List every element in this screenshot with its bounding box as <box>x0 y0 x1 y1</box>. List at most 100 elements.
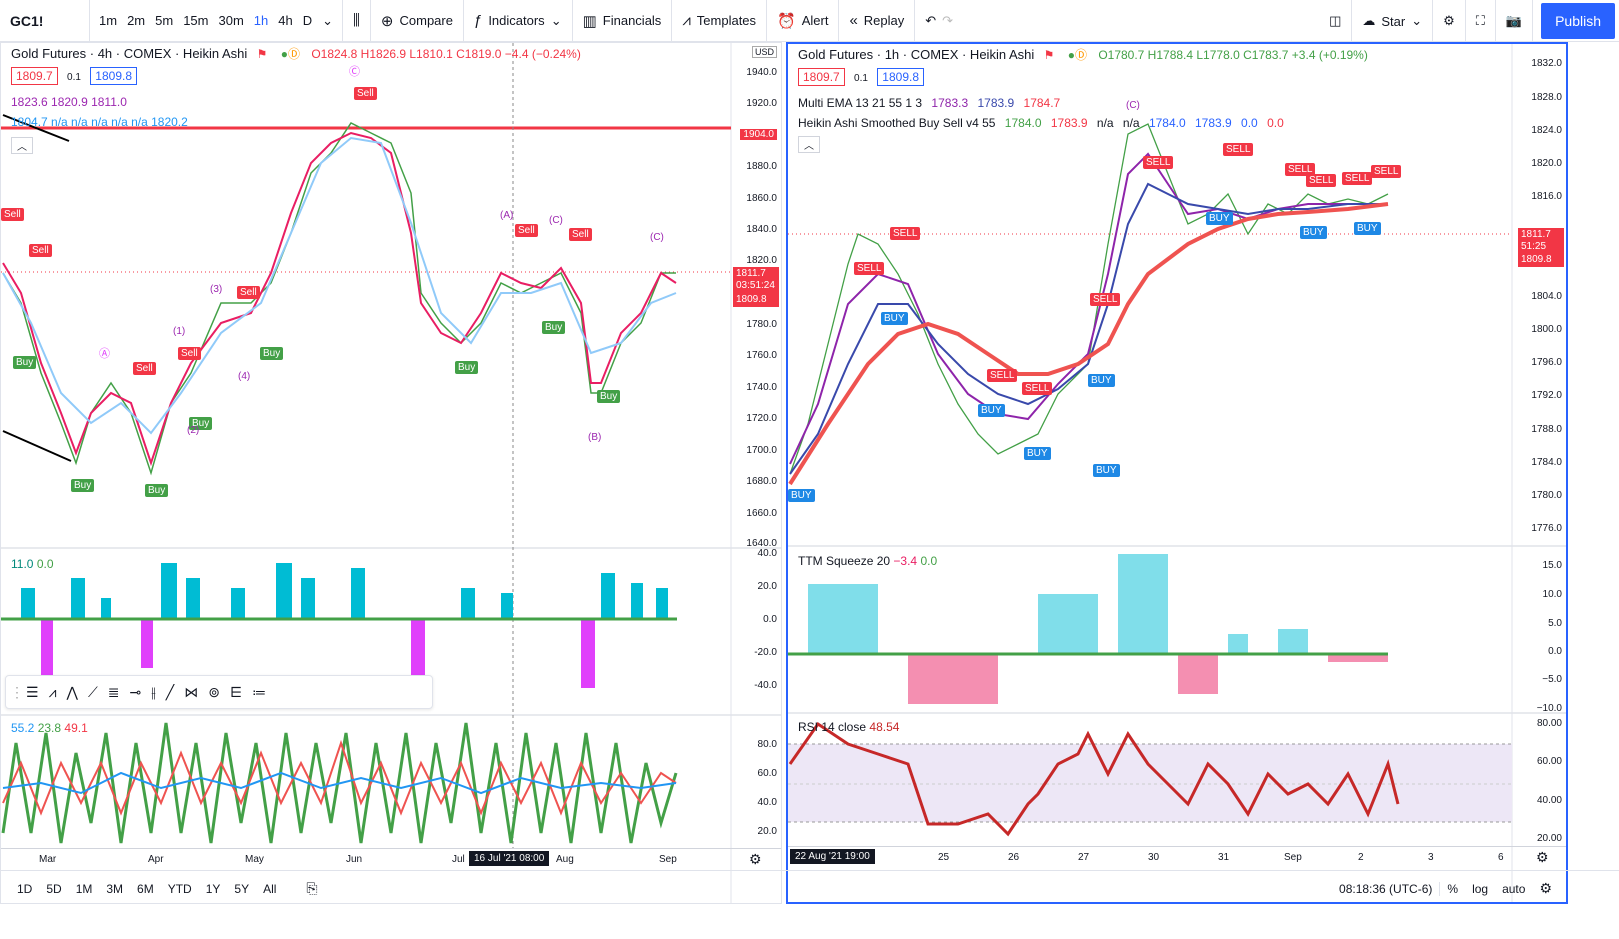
spiral-icon[interactable]: ⊚ <box>208 683 220 700</box>
symbol-search[interactable]: GC1! <box>0 0 90 42</box>
replay-button[interactable]: « Replay <box>839 0 916 42</box>
publish-button[interactable]: Publish <box>1541 3 1615 39</box>
left-osc-axis: 40.0 20.0 0.0 -20.0 -40.0 <box>729 548 781 715</box>
range-6m[interactable]: 6M <box>137 881 154 896</box>
rsi-tick: 80.0 <box>757 739 777 750</box>
right-price-axis[interactable]: 1832.0 1828.0 1824.0 1820.0 1816.0 1804.… <box>1514 44 1566 546</box>
lines-icon[interactable]: ☰ <box>26 683 39 700</box>
collapse-legend-button[interactable]: ︿ <box>798 136 820 153</box>
pitchfork-icon[interactable]: ⫲ <box>151 683 156 700</box>
interval-15m[interactable]: 15m <box>183 13 209 28</box>
interval-1h[interactable]: 1h <box>253 13 269 28</box>
trendline-icon[interactable]: ⟋ <box>87 683 98 700</box>
log-toggle[interactable]: log <box>1472 881 1489 896</box>
range-3m[interactable]: 3M <box>106 881 124 896</box>
buy-signal: Buy <box>145 484 169 497</box>
collapse-legend-button[interactable]: ︿ <box>11 137 33 154</box>
interval-5m[interactable]: 5m <box>155 13 174 28</box>
gann-icon[interactable]: ⋿ <box>229 683 243 700</box>
range-5d[interactable]: 5D <box>46 881 62 896</box>
right-chart-canvas[interactable] <box>788 44 1566 902</box>
right-symbol-title[interactable]: Gold Futures · 1h · COMEX · Heikin Ashi <box>798 47 1035 62</box>
right-time-axis[interactable]: 22 Aug '21 19:00 25 26 27 30 31 Sep 2 3 … <box>788 846 1566 868</box>
left-indicator-2[interactable]: 1804.7 n/a n/a n/a n/a n/a 1820.2 <box>11 115 188 129</box>
hline-icon[interactable]: ⊸ <box>129 683 142 700</box>
undo-button[interactable]: ↶ ↷ <box>915 0 963 42</box>
interval-2m[interactable]: 2m <box>127 13 146 28</box>
chart-type-button[interactable]: ⫼ <box>343 0 371 42</box>
ema-legend[interactable]: Multi EMA 13 21 55 1 3 1783.3 1783.9 178… <box>798 96 1060 110</box>
buy-signal: Buy <box>13 356 37 369</box>
fib-icon[interactable]: ≣ <box>107 683 120 700</box>
ask-box[interactable]: 1809.8 <box>877 68 924 86</box>
left-chart-canvas[interactable] <box>1 43 782 904</box>
gear-icon[interactable]: ⚙ <box>1539 880 1552 896</box>
ttm-legend[interactable]: TTM Squeeze 20 −3.4 0.0 <box>798 554 937 568</box>
left-symbol-title[interactable]: Gold Futures · 4h · COMEX · Heikin Ashi <box>11 46 248 61</box>
indicators-button[interactable]: ƒ Indicators ⌄ <box>464 0 573 42</box>
range-5y[interactable]: 5Y <box>234 881 250 896</box>
interval-30m[interactable]: 30m <box>218 13 244 28</box>
templates-button[interactable]: ⩘ Templates <box>672 0 768 42</box>
flag-icon[interactable]: ⚑ <box>256 47 268 61</box>
interval-1m[interactable]: 1m <box>99 13 118 28</box>
left-time-axis[interactable]: Mar Apr May Jun Jul Aug Sep 16 Jul '21 0… <box>1 848 781 870</box>
time-tick: Sep <box>659 854 677 865</box>
ha-val: 0.0 <box>1267 116 1284 130</box>
abc-pattern-icon[interactable]: ⋀ <box>66 683 78 700</box>
settings-list-icon[interactable]: ≔ <box>252 683 267 700</box>
auto-toggle[interactable]: auto <box>1502 881 1526 896</box>
ray-icon[interactable]: ╱ <box>165 683 175 700</box>
fullscreen-button[interactable]: ⛶ <box>1466 0 1496 42</box>
left-chart-panel[interactable]: Gold Futures · 4h · COMEX · Heikin Ashi … <box>0 42 782 904</box>
buy-signal: BUY <box>1088 374 1115 387</box>
sell-signal: SELL <box>1285 163 1316 176</box>
redo-icon[interactable]: ↷ <box>942 12 954 28</box>
range-1d[interactable]: 1D <box>17 881 33 896</box>
alert-button[interactable]: ⏰ Alert <box>767 0 840 42</box>
ha-legend[interactable]: Heikin Ashi Smoothed Buy Sell v4 55 1784… <box>798 116 1284 130</box>
bid-box[interactable]: 1809.7 <box>798 68 845 86</box>
gear-icon[interactable]: ⚙ <box>1536 849 1549 865</box>
price-tick: 1832.0 <box>1531 58 1562 69</box>
snapshot-button[interactable]: 📷 <box>1496 0 1534 42</box>
range-1y[interactable]: 1Y <box>205 881 221 896</box>
price-tick: 1740.0 <box>746 382 777 393</box>
settings-button[interactable]: ⚙ <box>1433 0 1466 42</box>
right-chart-panel[interactable]: Gold Futures · 1h · COMEX · Heikin Ashi … <box>786 42 1568 904</box>
date-range-icon[interactable]: ⎘ <box>306 880 318 896</box>
left-price-axis[interactable]: USD 1940.0 1920.0 1904.0 1880.0 1860.0 1… <box>729 43 781 549</box>
pattern-icon[interactable]: ⩘ <box>48 683 57 700</box>
left-rsi-legend[interactable]: 55.2 23.8 49.1 <box>11 721 88 735</box>
sell-signal: SELL <box>890 227 921 240</box>
range-1m[interactable]: 1M <box>75 881 93 896</box>
range-all[interactable]: All <box>263 881 277 896</box>
star-button[interactable]: ☁ Star ⌄ <box>1352 0 1434 42</box>
wave-label: (C) <box>650 232 664 243</box>
ask-box[interactable]: 1809.8 <box>90 67 137 85</box>
range-ytd[interactable]: YTD <box>167 881 192 896</box>
grip-icon[interactable]: ⋮ <box>10 683 24 700</box>
right-rsi-axis: 80.00 60.00 40.00 20.00 <box>1514 713 1566 846</box>
currency-selector[interactable]: USD <box>751 46 777 58</box>
right-rsi-legend[interactable]: RSI 14 close 48.54 <box>798 720 899 734</box>
time-tick: 26 <box>1008 852 1020 863</box>
xabcd-icon[interactable]: ⋈ <box>184 683 199 700</box>
layout-icon: ◫ <box>1329 13 1342 28</box>
percent-toggle[interactable]: % <box>1439 881 1465 896</box>
interval-4h[interactable]: 4h <box>278 13 293 28</box>
ttm-val: −3.4 <box>893 554 918 568</box>
financials-button[interactable]: ▥ Financials <box>573 0 673 42</box>
left-indicator-1[interactable]: 1823.6 1820.9 1811.0 <box>11 95 127 109</box>
interval-d[interactable]: D <box>302 13 313 28</box>
bid-box[interactable]: 1809.7 <box>11 67 58 85</box>
chevron-down-icon[interactable]: ⌄ <box>322 12 334 28</box>
layout-button[interactable]: ◫ <box>1319 0 1353 42</box>
wave-label: Ⓐ <box>99 348 110 360</box>
clock-timezone[interactable]: 08:18:36 (UTC-6) <box>1339 881 1433 896</box>
ema-val: 1784.7 <box>1023 96 1061 110</box>
compare-button[interactable]: ⊕ Compare <box>371 0 464 42</box>
left-osc-legend[interactable]: 11.0 0.0 <box>11 557 54 571</box>
flag-icon[interactable]: ⚑ <box>1043 48 1055 62</box>
gear-icon[interactable]: ⚙ <box>749 851 762 867</box>
